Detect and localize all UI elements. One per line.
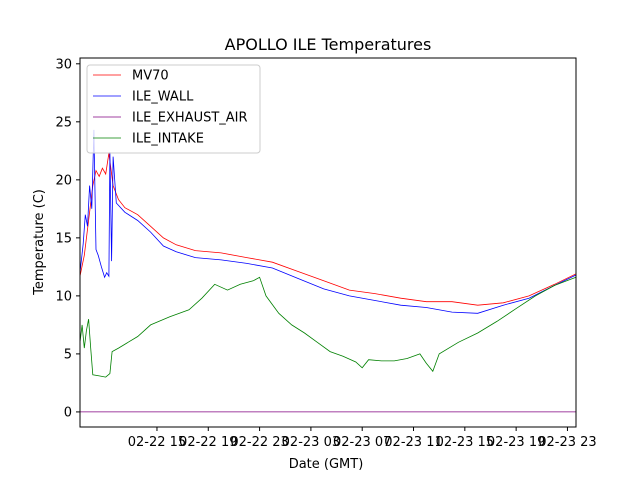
legend-label: ILE_EXHAUST_AIR xyxy=(132,111,248,126)
x-tick-label: 02-23 15 xyxy=(436,435,494,450)
y-tick-label: 30 xyxy=(55,57,72,72)
x-tick-label: 02-23 23 xyxy=(538,435,596,450)
y-axis-label: Temperature (C) xyxy=(32,189,47,296)
x-axis-label: Date (GMT) xyxy=(289,457,364,472)
y-tick-label: 25 xyxy=(55,115,72,130)
legend-label: ILE_WALL xyxy=(132,90,194,105)
series-line-mv70 xyxy=(79,153,577,306)
series-line-ile-intake xyxy=(79,276,577,378)
x-tick-label: 02-23 03 xyxy=(282,435,340,450)
legend: MV70 ILE_WALL ILE_EXHAUST_AIR ILE_INTAKE xyxy=(86,64,261,154)
x-tick-label: 02-23 11 xyxy=(384,435,442,450)
x-tick-label: 02-23 19 xyxy=(487,435,545,450)
y-tick-label: 10 xyxy=(55,289,72,304)
x-tick-label: 02-22 15 xyxy=(128,435,186,450)
x-tick-label: 02-23 07 xyxy=(333,435,391,450)
chart-title: APOLLO ILE Temperatures xyxy=(225,35,432,54)
legend-box xyxy=(86,64,261,154)
plot-frame xyxy=(79,57,577,428)
y-tick-label: 5 xyxy=(64,347,72,362)
y-tick-label: 20 xyxy=(55,173,72,188)
legend-label: ILE_INTAKE xyxy=(132,132,204,147)
series-layer xyxy=(79,129,577,413)
x-tick-label: 02-22 19 xyxy=(179,435,237,450)
y-tick-label: 0 xyxy=(64,405,72,420)
series-line-ile-wall xyxy=(79,129,577,314)
x-tick-label: 02-22 23 xyxy=(230,435,288,450)
legend-label: MV70 xyxy=(132,69,169,84)
y-tick-label: 15 xyxy=(55,231,72,246)
